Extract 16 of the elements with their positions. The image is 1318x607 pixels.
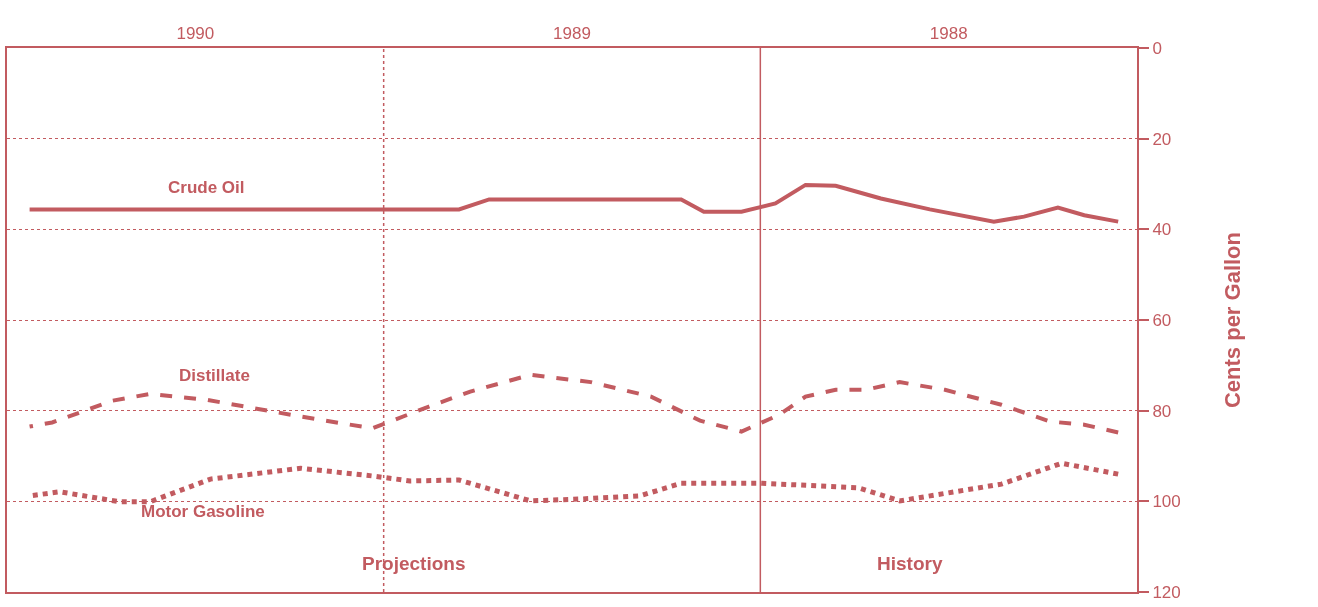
y-tick-label: 60 (1152, 310, 1172, 330)
y-tick-label: 0 (1152, 38, 1162, 58)
y-tick-label: 20 (1152, 129, 1172, 149)
y-tick-label: 40 (1152, 220, 1172, 240)
series-label: Motor Gasoline (141, 502, 265, 521)
y-tick-label: 120 (1152, 582, 1181, 602)
series-label: Distillate (179, 366, 250, 385)
x-tick-label: 1988 (929, 24, 968, 44)
series-label: Crude Oil (168, 178, 245, 197)
x-tick-label: 1990 (176, 24, 215, 44)
annotation: Projections (362, 553, 466, 574)
y-axis-title: Cents per Gallon (1220, 231, 1246, 409)
x-tick-label: 1989 (553, 24, 591, 44)
y-tick-label: 100 (1152, 492, 1181, 512)
annotation: History (877, 553, 943, 574)
y-tick-label: 80 (1152, 401, 1172, 421)
